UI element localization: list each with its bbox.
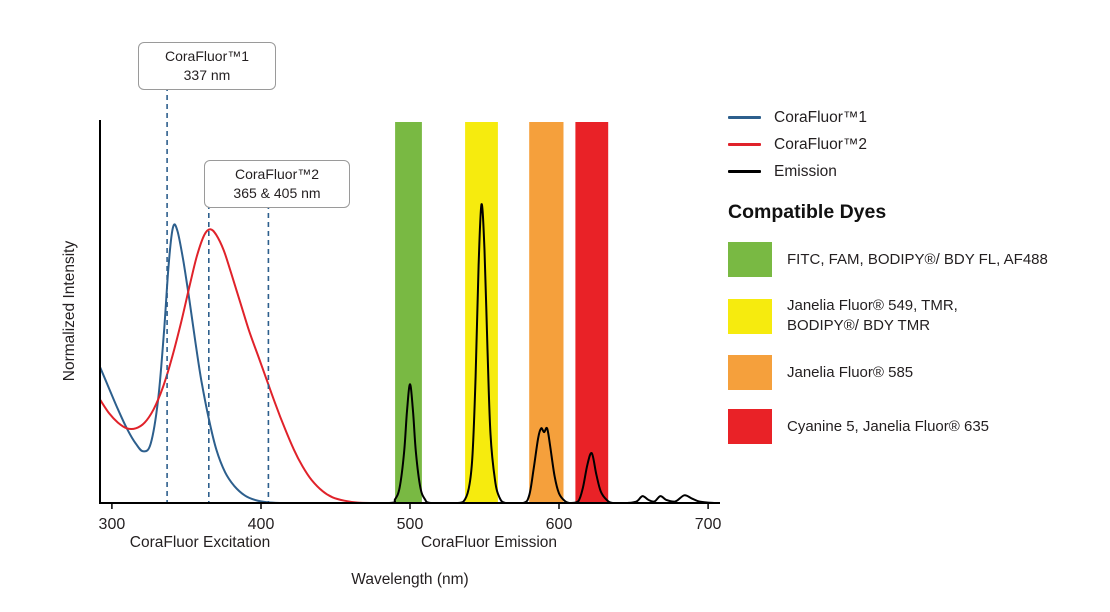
x-tick-label-400: 400 [248, 516, 275, 533]
legend-label-emission: Emission [774, 162, 837, 180]
dye-label-orange: Janelia Fluor® 585 [787, 363, 913, 383]
legend-panel: CoraFluor™1 CoraFluor™2 Emission Compati… [728, 104, 1100, 463]
curve-emission [337, 203, 715, 504]
dye-label-yellow: Janelia Fluor® 549, TMR, BODIPY®/ BDY TM… [787, 296, 958, 336]
dye-band-0 [395, 122, 422, 503]
orange-dye-swatch [728, 355, 772, 390]
legend-label-corafluor1: CoraFluor™1 [774, 108, 868, 126]
x-axis-title: Wavelength (nm) [351, 571, 468, 588]
curve-corafluor1-excitation [99, 223, 283, 504]
plot-area: 300 400 500 600 700 [99, 86, 722, 533]
corafluor2-line-swatch [728, 143, 761, 146]
curve-corafluor2-excitation [99, 228, 376, 504]
legend-item-corafluor2: CoraFluor™2 [728, 131, 1100, 158]
callout-corafluor2: CoraFluor™2 365 & 405 nm [204, 160, 350, 208]
dye-label-green: FITC, FAM, BODIPY®/ BDY FL, AF488 [787, 250, 1048, 270]
x-tick-label-300: 300 [99, 516, 126, 533]
callout-corafluor1-wavelength: 337 nm [183, 67, 231, 83]
excitation-region-label: CoraFluor Excitation [130, 534, 270, 551]
dye-label-red: Cyanine 5, Janelia Fluor® 635 [787, 417, 989, 437]
x-tick-label-500: 500 [397, 516, 424, 533]
dye-label-red-line1: Cyanine 5, Janelia Fluor® 635 [787, 417, 990, 435]
callout-corafluor1-name: CoraFluor™1 [164, 48, 250, 64]
x-tick-label-600: 600 [546, 516, 573, 533]
y-axis-title: Normalized Intensity [61, 241, 78, 382]
compatible-dyes-heading: Compatible Dyes [728, 201, 887, 223]
dye-label-orange-line1: Janelia Fluor® 585 [787, 363, 914, 381]
dye-item-orange: Janelia Fluor® 585 [728, 355, 1100, 390]
dye-label-green-line1: FITC, FAM, BODIPY®/ BDY FL, AF488 [787, 250, 1048, 268]
red-dye-swatch [728, 409, 772, 444]
corafluor1-line-swatch [728, 116, 761, 119]
callout-corafluor2-wavelength: 365 & 405 nm [233, 185, 321, 201]
emission-region-label: CoraFluor Emission [421, 534, 557, 551]
callout-corafluor1: CoraFluor™1 337 nm [138, 42, 276, 90]
dye-item-red: Cyanine 5, Janelia Fluor® 635 [728, 409, 1100, 444]
yellow-dye-swatch [728, 298, 772, 334]
legend-item-emission: Emission [728, 158, 1100, 185]
dye-band-2 [529, 122, 564, 503]
dye-band-3 [575, 122, 609, 503]
emission-line-swatch [728, 170, 761, 173]
dye-item-green: FITC, FAM, BODIPY®/ BDY FL, AF488 [728, 242, 1100, 277]
legend-item-corafluor1: CoraFluor™1 [728, 104, 1100, 131]
legend-label-corafluor2: CoraFluor™2 [774, 135, 868, 153]
dye-label-yellow-line1: Janelia Fluor® 549, TMR, [787, 297, 958, 314]
x-tick-label-700: 700 [695, 516, 722, 533]
green-dye-swatch [728, 242, 772, 277]
dye-label-yellow-line2: BODIPY®/ BDY TMR [787, 317, 931, 334]
dye-band-1 [465, 122, 498, 503]
dye-item-yellow: Janelia Fluor® 549, TMR, BODIPY®/ BDY TM… [728, 296, 1100, 336]
callout-corafluor2-name: CoraFluor™2 [234, 166, 320, 182]
